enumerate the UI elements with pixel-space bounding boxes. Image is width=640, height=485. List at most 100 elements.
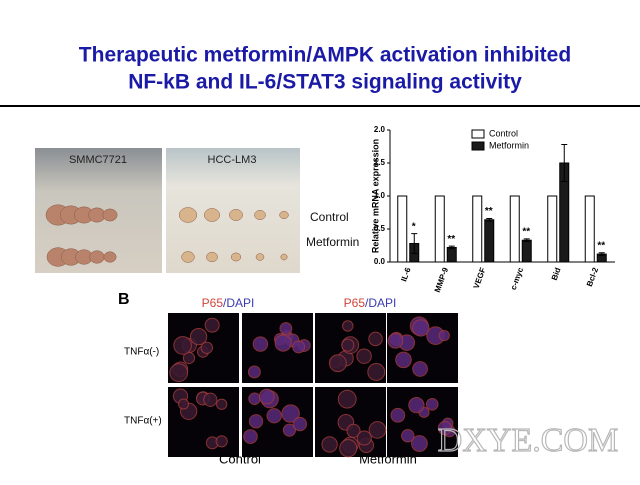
cell	[342, 320, 354, 332]
x-tick-label: IL-6	[399, 266, 413, 283]
legend-swatch	[471, 141, 485, 151]
y-tick-label: 1.5	[374, 158, 386, 167]
bar	[584, 195, 595, 263]
y-tick-label: 1.0	[374, 191, 386, 200]
tumor	[279, 211, 289, 219]
stain-label: P65/DAPI	[344, 296, 397, 310]
photo-label: HCC-LM3	[208, 154, 257, 166]
bar-chart: Relative mRNA expression 0.0 0.5 1.0 1.5 2.0 I…	[370, 125, 615, 294]
cell	[173, 336, 192, 355]
cell	[292, 416, 308, 432]
cell	[247, 365, 261, 379]
cell	[437, 420, 453, 436]
x-tick-label: VEGF	[472, 266, 488, 290]
cell	[412, 361, 428, 377]
y-tick-label: 0.0	[374, 257, 386, 266]
error-bar	[561, 144, 568, 182]
error-bar	[598, 252, 605, 256]
cell	[216, 398, 228, 410]
cell	[411, 435, 428, 452]
cell	[281, 404, 300, 423]
tumor	[102, 208, 118, 222]
title-line: NF-kB and IL-6/STAT3 signaling activity	[128, 71, 522, 94]
tumor	[280, 253, 288, 261]
bar	[521, 239, 532, 263]
cell	[356, 348, 372, 364]
watermark: DXYE.COM	[438, 422, 618, 459]
cell	[337, 389, 357, 409]
stain-label: P65/DAPI	[202, 296, 255, 310]
legend-label: Control	[489, 128, 518, 138]
row-label: Control	[310, 210, 349, 224]
panel-letter: B	[118, 291, 130, 308]
cell	[215, 435, 228, 448]
x-tick-label: Bid	[550, 266, 563, 281]
tumor	[181, 251, 195, 263]
cell	[169, 363, 189, 383]
error-bar	[523, 238, 530, 243]
bar	[484, 219, 495, 263]
significance: **	[447, 234, 455, 245]
cell	[274, 334, 292, 352]
row-label: TNFα(-)	[124, 347, 159, 358]
cell	[346, 423, 361, 438]
bar	[509, 195, 520, 263]
bar	[434, 195, 445, 263]
tumor	[178, 207, 198, 223]
cell	[266, 408, 282, 424]
cell	[258, 388, 275, 405]
cell	[356, 430, 372, 446]
y-tick-label: 0.5	[374, 224, 386, 233]
x-tick-label: Bcl-2	[585, 266, 600, 288]
cell	[425, 397, 439, 411]
legend-swatch	[471, 129, 485, 139]
cell	[243, 429, 258, 444]
bar	[472, 195, 483, 263]
cell	[395, 351, 412, 369]
y-tick-label: 2.0	[374, 125, 386, 134]
row-label: TNFα(+)	[124, 416, 162, 427]
tumor	[230, 252, 242, 262]
cell	[368, 421, 387, 439]
error-bar	[486, 217, 493, 222]
cell	[282, 423, 297, 437]
stain: P65	[202, 296, 224, 310]
cell	[248, 414, 264, 429]
cell	[204, 317, 220, 333]
cell	[368, 331, 383, 347]
photo-label: SMMC7721	[69, 154, 127, 166]
stain: /DAPI	[365, 296, 396, 310]
stain: P65	[344, 296, 366, 310]
tumor	[103, 251, 117, 263]
tumor	[206, 251, 218, 263]
cell	[408, 396, 425, 414]
tumor	[89, 250, 105, 264]
micrographs	[168, 313, 458, 458]
cell	[182, 351, 196, 365]
significance: **	[485, 206, 493, 217]
x-tick-label: MMP-9	[433, 266, 450, 294]
cell	[390, 407, 406, 423]
cell	[328, 354, 347, 373]
tumors	[45, 204, 289, 267]
legend-label: Metformin	[489, 140, 529, 150]
cell	[203, 392, 218, 407]
tumor	[254, 210, 266, 220]
row-label: Metformin	[306, 235, 359, 249]
cell	[252, 336, 269, 352]
cell	[292, 340, 306, 354]
error-bar	[448, 245, 455, 250]
bar	[446, 246, 457, 263]
stain: /DAPI	[223, 296, 254, 310]
cell	[321, 436, 338, 453]
cell	[178, 398, 190, 410]
bar	[547, 195, 558, 263]
group-label: Control	[219, 451, 261, 466]
cell	[401, 428, 415, 443]
x-tick-label: c-myc	[509, 266, 526, 291]
significance: **	[597, 240, 605, 251]
cell	[189, 328, 208, 346]
cell	[279, 322, 293, 335]
